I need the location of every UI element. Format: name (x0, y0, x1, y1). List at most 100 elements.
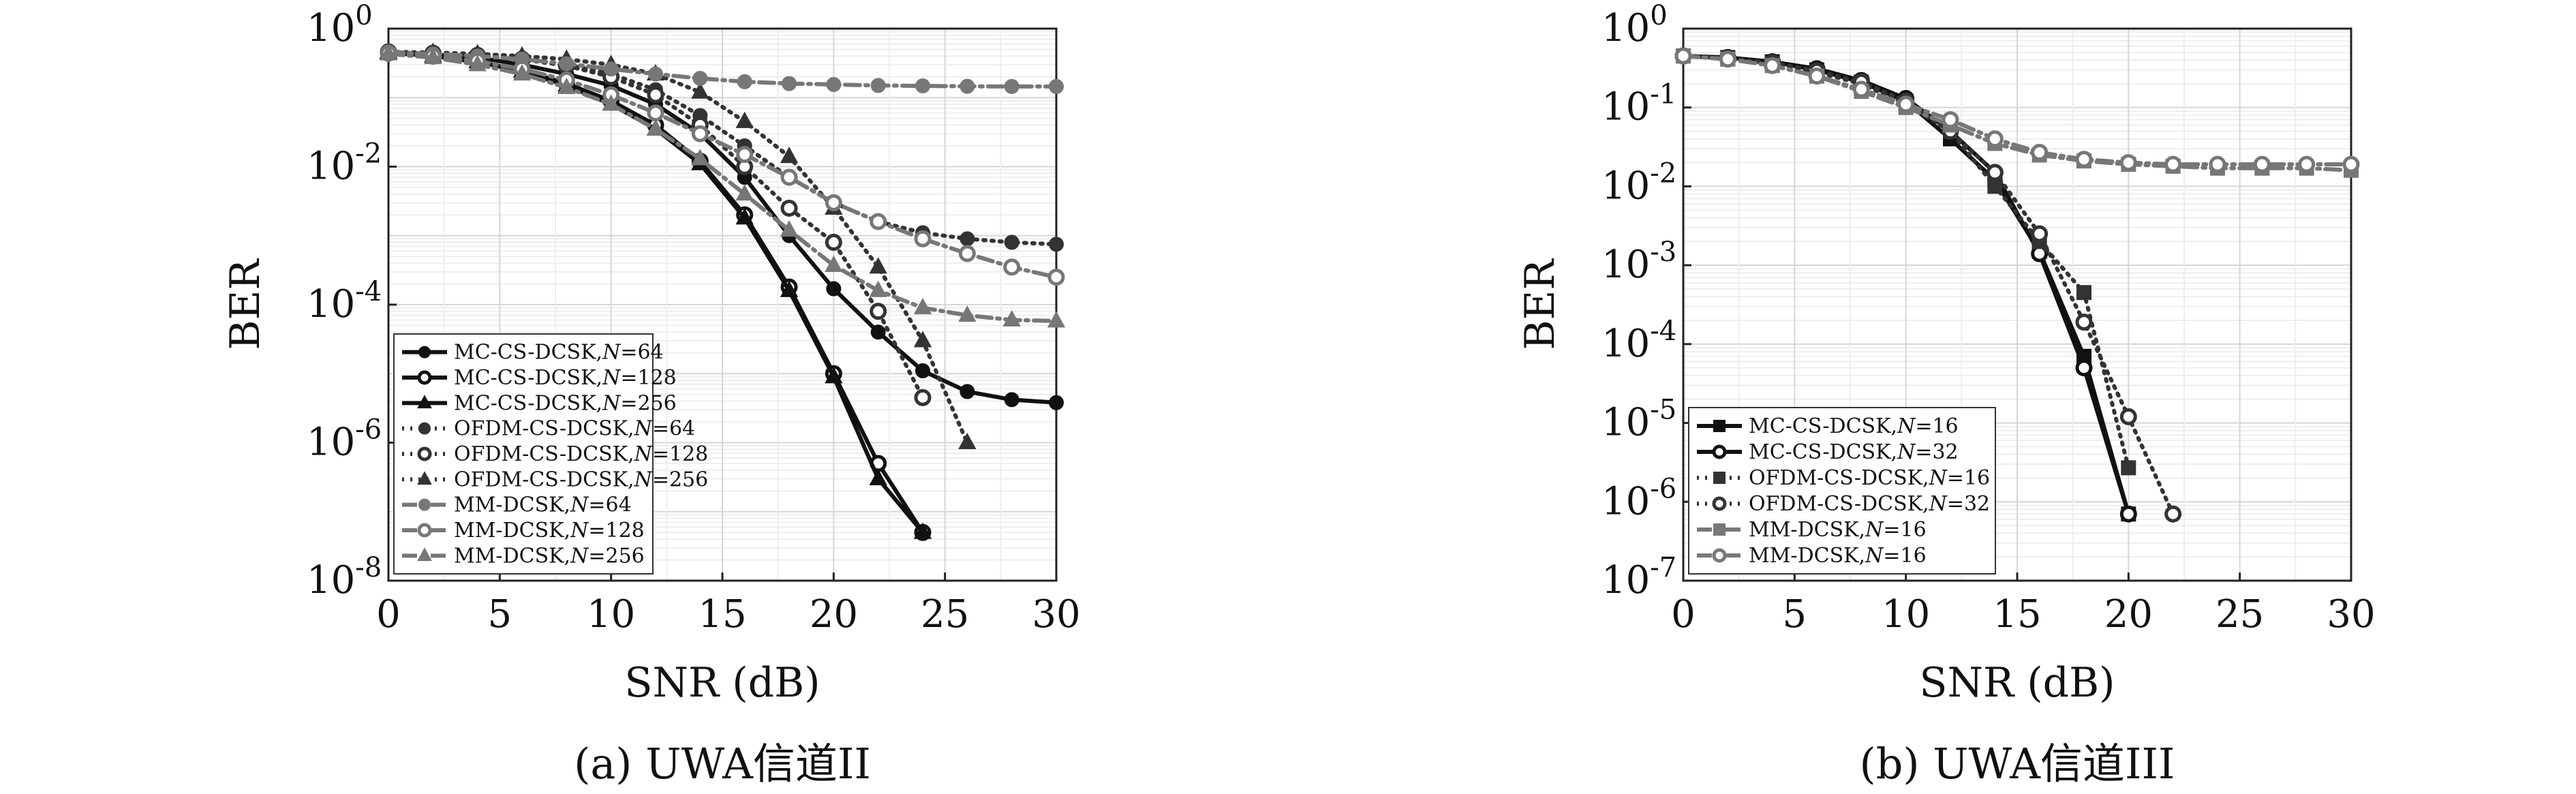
data-point (869, 468, 887, 485)
legend-label: MC-CS-DCSK,N=128 (454, 366, 677, 390)
data-point (2121, 460, 2136, 476)
data-point (826, 281, 842, 296)
data-point (424, 47, 442, 65)
legend-entry: MM-DCSK,N=256 (402, 544, 645, 568)
data-point (1719, 50, 1736, 68)
data-point (648, 66, 663, 82)
chart-a: 0 5 10 15 20 25 30 100 10-2 10-4 10-6 10-8 SNR (dB) B… (221, 0, 1081, 789)
legend-label: MM-DCSK,N=16 (1749, 518, 1927, 542)
data-point (602, 94, 620, 111)
data-point (1047, 311, 1066, 328)
legend-swatch-marker (418, 498, 431, 511)
x-tick-label: 20 (810, 592, 858, 637)
data-point (1808, 67, 1826, 85)
data-point (735, 208, 754, 225)
legend-label: MM-DCSK,N=256 (454, 544, 645, 568)
data-point (691, 82, 709, 99)
data-point (735, 184, 754, 201)
x-tick-label: 30 (2327, 592, 2375, 637)
data-point (780, 220, 799, 237)
y-tick-label: 100 (1601, 0, 1668, 50)
data-point (825, 367, 843, 384)
data-point (2075, 151, 2093, 168)
series-line (386, 51, 1058, 279)
legend-entry: MM-DCSK,N=16 (1697, 544, 1927, 568)
x-tick-label: 25 (2215, 592, 2264, 637)
chart-b: 0 5 10 15 20 25 30 100 10-1 10-2 10-3 10-4 10-5 10-6 1… (1516, 0, 2376, 789)
data-point (870, 78, 886, 93)
legend-label: MM-DCSK,N=64 (454, 493, 632, 517)
legend-swatch-marker (417, 523, 432, 538)
data-point (603, 61, 619, 77)
data-point (958, 432, 977, 449)
legend-entry: MC-CS-DCSK,N=64 (402, 341, 664, 365)
y-tick-label: 10-2 (1601, 157, 1676, 208)
data-point (958, 305, 977, 322)
data-point (825, 255, 843, 272)
legend-label: MC-CS-DCSK,N=256 (454, 391, 677, 415)
legend-swatch-marker (1712, 496, 1727, 511)
legend-label: MC-CS-DCSK,N=16 (1749, 414, 1959, 438)
data-point (1049, 236, 1064, 252)
legend-entry: MM-DCSK,N=16 (1697, 518, 1927, 542)
y-tick-label: 10-4 (307, 276, 382, 326)
data-point (2119, 505, 2137, 523)
y-tick-label: 100 (307, 0, 373, 50)
series-line (386, 50, 970, 445)
legend-swatch-marker (1712, 548, 1727, 563)
data-point (1047, 269, 1065, 286)
legend-swatch-marker (418, 422, 431, 435)
legend-label: MM-DCSK,N=128 (454, 519, 645, 543)
x-axis-label: SNR (dB) (1919, 659, 2115, 707)
data-point (1049, 78, 1064, 94)
data-point (870, 303, 887, 320)
series-line (1681, 54, 2353, 167)
data-point (647, 86, 664, 104)
y-axis-label: BER (1516, 258, 1564, 350)
series-line (386, 50, 1058, 405)
data-point (2298, 155, 2316, 173)
data-point (2119, 408, 2137, 425)
x-tick-label: 10 (1882, 592, 1930, 637)
data-point (826, 76, 842, 92)
figure-caption: (a) UWA信道II (574, 739, 871, 789)
data-point (1003, 258, 1021, 276)
x-tick-label: 0 (1671, 592, 1696, 637)
x-tick-label: 15 (698, 592, 746, 637)
legend-entry: OFDM-CS-DCSK,N=256 (402, 468, 708, 491)
data-point (780, 280, 799, 297)
data-point (2031, 144, 2049, 162)
data-point (915, 363, 930, 379)
data-point (960, 384, 975, 399)
legend-label: OFDM-CS-DCSK,N=64 (454, 417, 695, 441)
legend-swatch-marker (1713, 472, 1726, 484)
data-point (825, 234, 842, 251)
data-point (692, 71, 708, 87)
legend-label: OFDM-CS-DCSK,N=32 (1749, 492, 1990, 516)
data-point (2164, 155, 2182, 173)
legend-swatch-marker (418, 346, 431, 358)
legend-entry: MC-CS-DCSK,N=32 (1697, 440, 1959, 464)
data-point (1002, 309, 1021, 326)
y-tick-label: 10-7 (1601, 552, 1676, 602)
legend-swatch-marker (417, 370, 432, 385)
legend-swatch-marker (417, 395, 432, 409)
data-point (646, 119, 665, 136)
data-point (1004, 234, 1019, 250)
x-tick-label: 20 (2104, 592, 2153, 637)
legend-swatch-marker (417, 446, 432, 461)
data-point (913, 331, 932, 348)
x-tick-label: 15 (1993, 592, 2041, 637)
legend-frame (1688, 407, 1996, 575)
legend-frame (393, 333, 654, 575)
x-tick-label: 25 (921, 592, 969, 637)
data-point (2075, 359, 2093, 377)
data-point (780, 199, 798, 217)
data-point (691, 149, 709, 166)
data-point (1049, 395, 1064, 410)
data-point (780, 168, 798, 186)
legend-entry: MC-CS-DCSK,N=128 (402, 366, 677, 390)
legend-entry: MC-CS-DCSK,N=256 (402, 391, 677, 415)
